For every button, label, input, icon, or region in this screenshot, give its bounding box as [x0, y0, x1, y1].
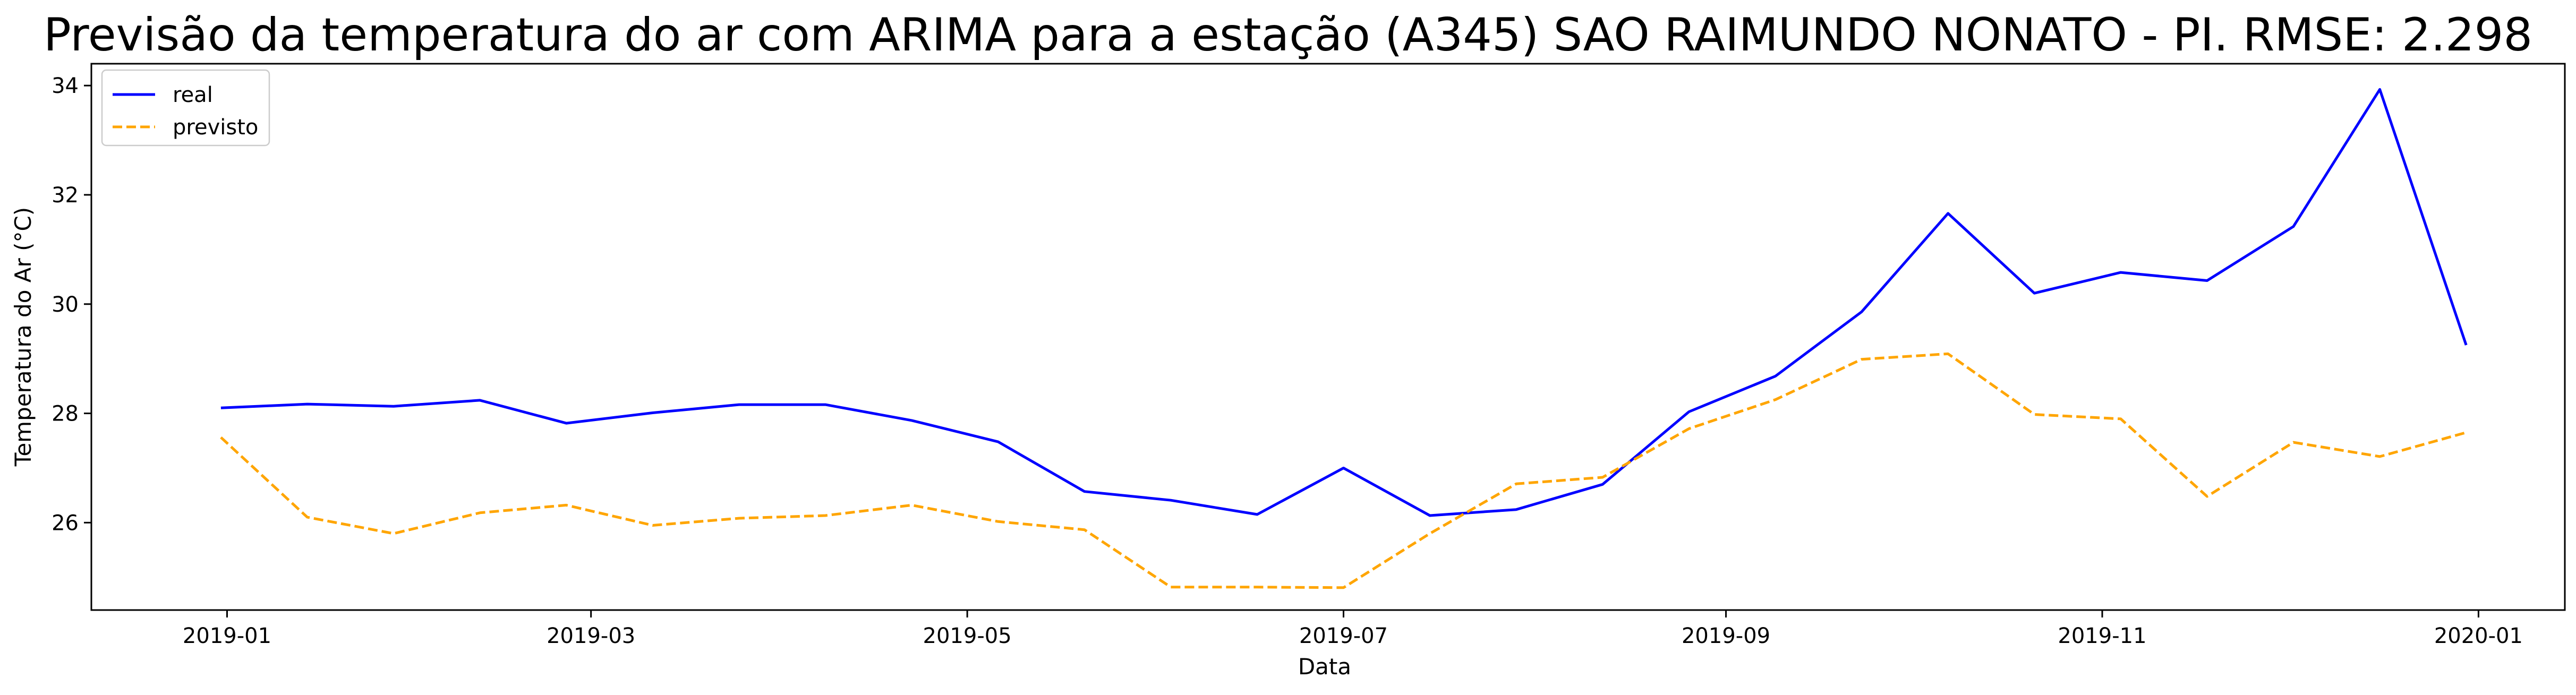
chart-title: Previsão da temperatura do ar com ARIMA …	[44, 8, 2532, 62]
x-tick-label: 2020-01	[2434, 624, 2523, 648]
x-tick-label: 2019-01	[183, 624, 271, 648]
x-axis-label: Data	[1298, 654, 1351, 680]
y-tick-label: 32	[52, 183, 79, 208]
series-line-previsto	[220, 352, 2467, 589]
legend: real previsto	[101, 69, 270, 147]
x-tick-label: 2019-05	[923, 624, 1012, 648]
legend-label-real: real	[173, 83, 213, 107]
plot-frame	[90, 63, 2566, 611]
x-tick-label: 2019-11	[2058, 624, 2146, 648]
y-axis-label: Temperatura do Ar (°C)	[10, 207, 36, 467]
y-tick-label: 26	[52, 511, 79, 535]
legend-label-previsto: previsto	[173, 115, 258, 140]
y-tick-label: 28	[52, 402, 79, 426]
series-line-real	[220, 88, 2468, 517]
y-tick-label: 34	[52, 74, 79, 98]
x-tick-label: 2019-03	[547, 624, 635, 648]
y-tick-label: 30	[52, 293, 79, 317]
x-tick-label: 2019-09	[1682, 624, 1770, 648]
x-tick-label: 2019-07	[1299, 624, 1388, 648]
